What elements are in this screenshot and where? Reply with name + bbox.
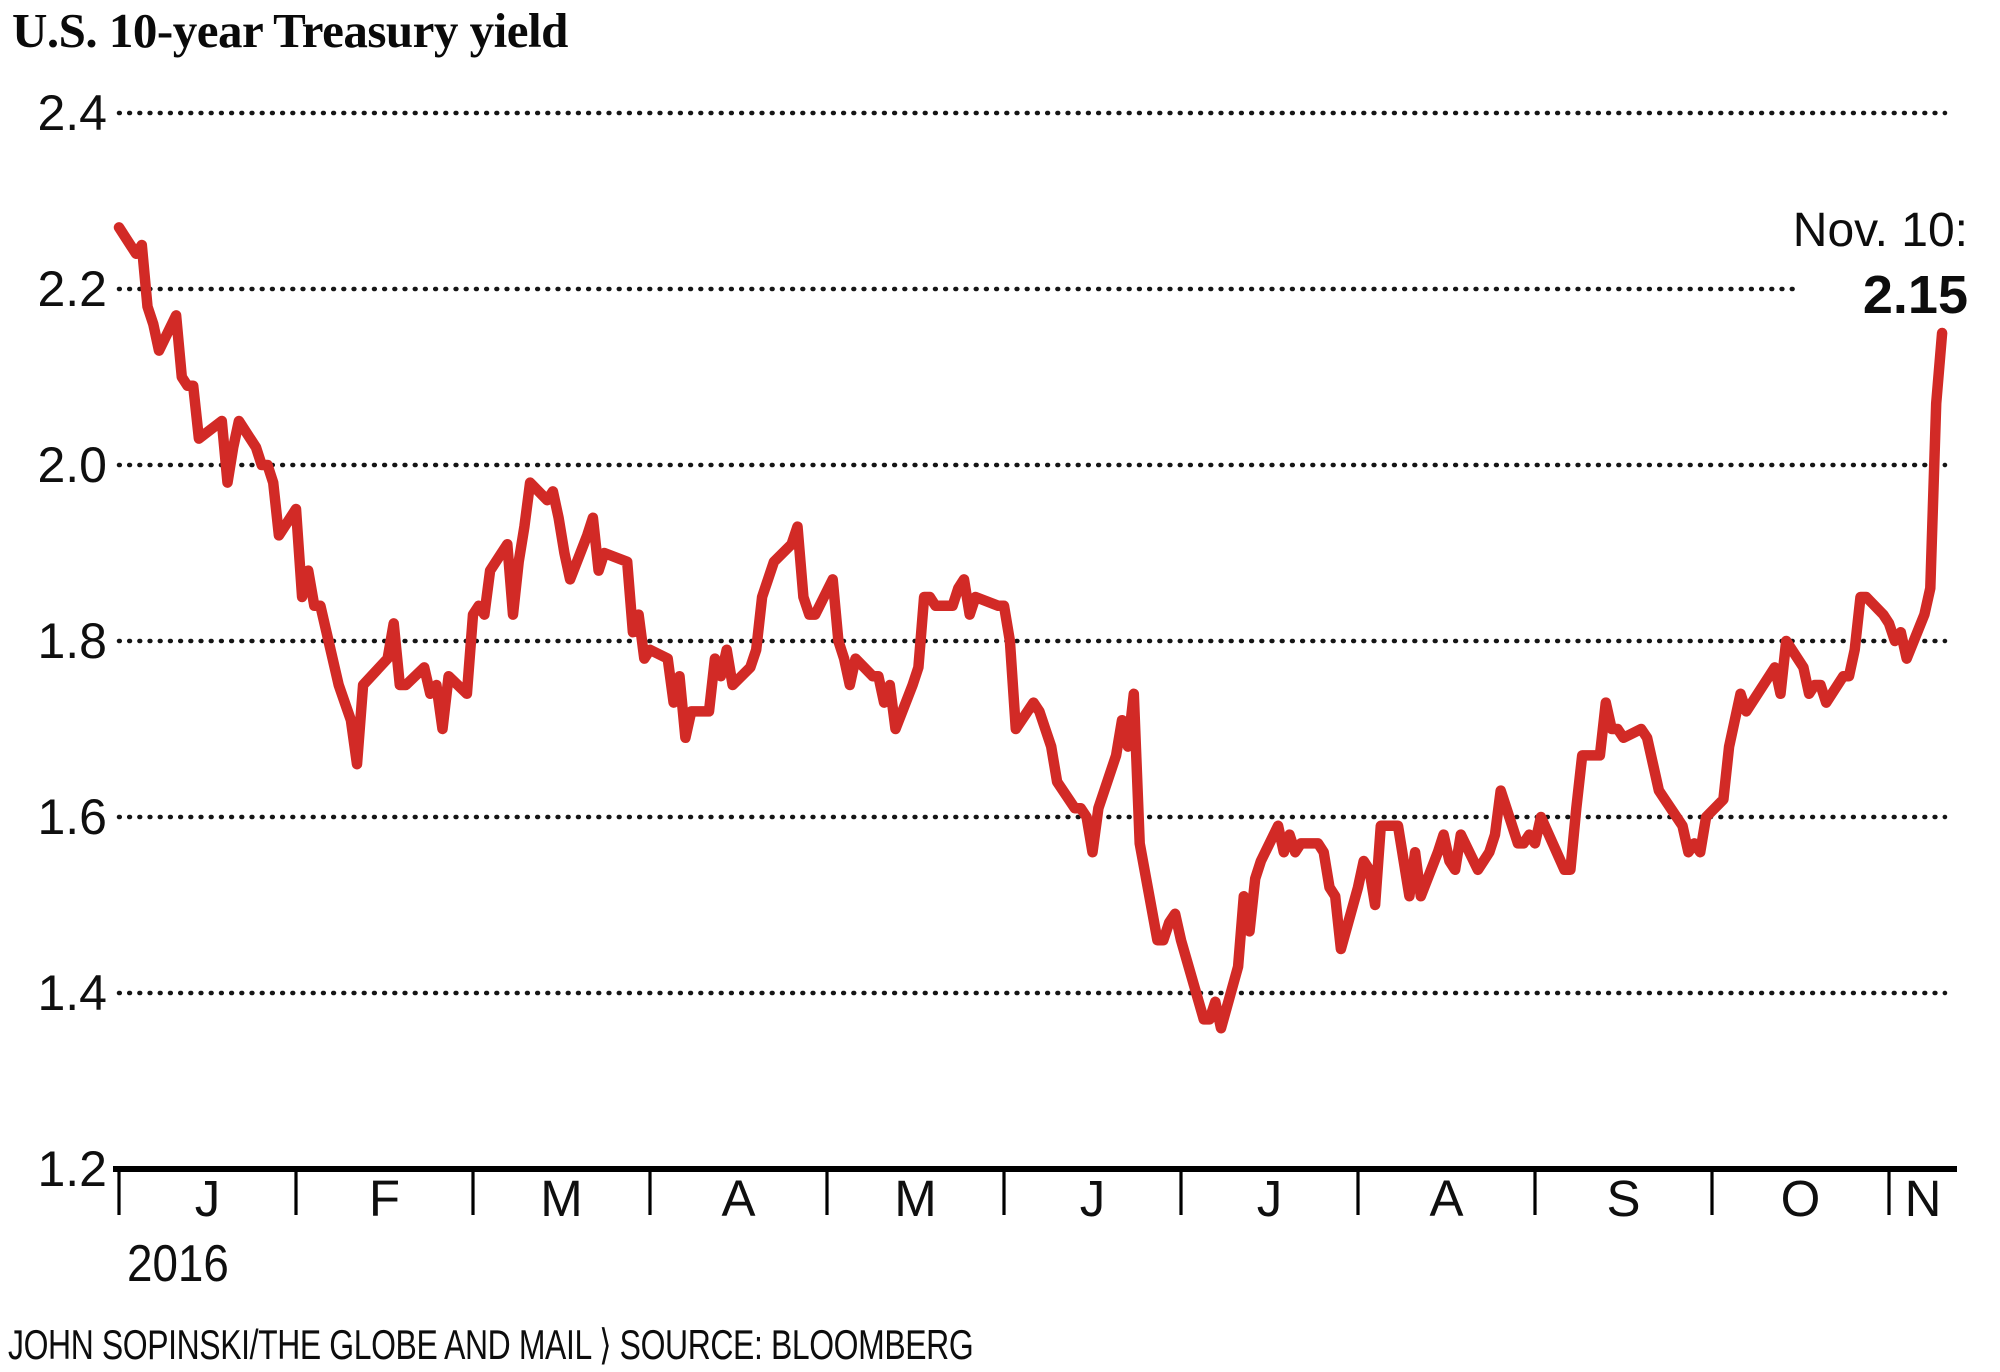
x-axis-month-label-8: A — [1429, 1170, 1464, 1227]
annotation-value: 2.15 — [1862, 265, 1968, 325]
y-axis-label-1.8: 1.8 — [37, 613, 107, 669]
x-axis-month-label-7: J — [1256, 1170, 1283, 1227]
y-axis-label-2.4: 2.4 — [37, 85, 107, 141]
annotation-date: Nov. 10: — [1792, 204, 1968, 257]
chart-title: U.S. 10-year Treasury yield — [12, 3, 568, 58]
year-label: 2016 — [127, 1235, 229, 1293]
credit-line: JOHN SOPINSKI/THE GLOBE AND MAIL ⟩ SOURC… — [8, 1321, 974, 1368]
y-axis-label-1.4: 1.4 — [37, 965, 107, 1021]
x-axis-month-label-9: S — [1606, 1170, 1641, 1227]
yield-line — [113, 222, 1948, 1034]
x-axis-month-label-1: J — [194, 1170, 221, 1227]
x-axis-month-label-10: O — [1780, 1170, 1821, 1227]
x-axis-month-label-6: J — [1079, 1170, 1106, 1227]
y-axis-label-2.2: 2.2 — [37, 261, 107, 317]
y-axis-label-1.6: 1.6 — [37, 789, 107, 845]
y-axis-label-1.2: 1.2 — [37, 1141, 107, 1197]
x-axis-month-label-2: F — [368, 1170, 401, 1227]
x-axis-month-label-11: N — [1904, 1170, 1942, 1227]
x-axis-month-label-4: A — [721, 1170, 756, 1227]
x-axis-month-label-5: M — [894, 1170, 937, 1227]
last-point-annotation: Nov. 10: 2.15 — [1793, 200, 1968, 328]
y-axis-label-2.0: 2.0 — [37, 437, 107, 493]
x-axis-month-label-3: M — [540, 1170, 583, 1227]
